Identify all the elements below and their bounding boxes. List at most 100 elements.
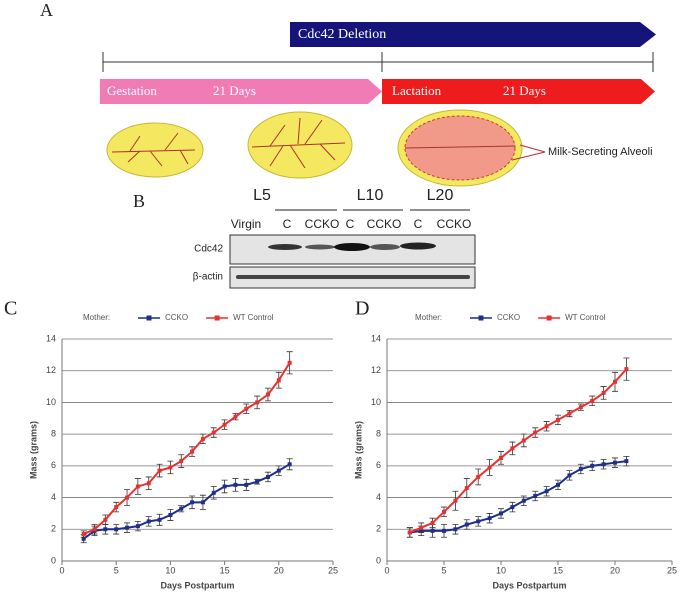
point [211, 430, 216, 435]
x-tick-label: 0 [59, 565, 64, 575]
point [487, 465, 492, 470]
point [407, 530, 412, 535]
point [499, 455, 503, 460]
point [578, 405, 583, 410]
alveoli-label: Milk-Secreting Alveoli [548, 146, 653, 158]
point [81, 532, 86, 537]
point [200, 500, 205, 505]
series-line [409, 368, 628, 534]
point [92, 527, 97, 532]
panel-a: A Cdc42 Deletion Gestation 21 Days Lacta… [40, 0, 656, 187]
y-tick-label: 8 [51, 429, 56, 439]
legend-title: Mother: [83, 313, 110, 322]
point [442, 528, 446, 533]
group-label: L10 [357, 187, 384, 204]
panel-label: C [4, 298, 17, 320]
x-tick-label: 10 [165, 565, 175, 575]
point [510, 505, 515, 510]
point [624, 367, 629, 372]
point [168, 513, 173, 518]
x-tick-label: 0 [384, 565, 389, 575]
point [521, 438, 526, 443]
lane-label: C [283, 217, 292, 231]
point [567, 473, 572, 478]
point [487, 516, 492, 521]
point [601, 390, 606, 395]
point [81, 536, 86, 541]
point [544, 424, 549, 429]
point [125, 525, 130, 530]
point [453, 527, 458, 532]
y-tick-label: 6 [51, 460, 56, 470]
series-line [409, 460, 627, 534]
point [287, 360, 292, 365]
point [276, 468, 281, 473]
point [556, 417, 560, 422]
panel-label: D [355, 298, 369, 320]
point [590, 463, 595, 468]
lane-label: Virgin [231, 217, 261, 231]
legend-label: CCKO [497, 313, 520, 322]
y-tick-label: 10 [371, 397, 381, 407]
point [146, 481, 151, 486]
point [419, 525, 424, 530]
y-tick-label: 2 [51, 524, 56, 534]
legend-marker [214, 315, 220, 321]
lane-label: C [346, 217, 355, 231]
point [464, 486, 469, 491]
point [114, 505, 119, 510]
x-tick-label: 5 [441, 565, 446, 575]
point [624, 459, 629, 464]
panel-label: B [133, 191, 145, 211]
point [157, 468, 162, 473]
point [125, 495, 130, 500]
point [146, 519, 151, 524]
gestation-days: 21 Days [213, 83, 256, 98]
point [464, 522, 469, 527]
legend-marker [546, 315, 552, 321]
point [430, 520, 435, 525]
point [233, 482, 238, 487]
y-tick-label: 8 [376, 429, 381, 439]
gestation-arrow [100, 79, 382, 104]
point [499, 511, 503, 516]
y-tick-label: 12 [371, 365, 381, 375]
point [521, 498, 526, 503]
y-tick-label: 4 [376, 492, 381, 502]
point [135, 524, 140, 529]
legend-label: CCKO [165, 313, 188, 322]
point [476, 474, 481, 479]
legend-label: WT Control [565, 313, 606, 322]
point [244, 406, 249, 411]
point [613, 460, 617, 465]
x-axis-title: Days Postpartum [492, 580, 566, 590]
group-label: L5 [253, 187, 271, 204]
row-label: β-actin [193, 272, 223, 283]
point [103, 517, 108, 522]
lactation-arrow [382, 79, 655, 104]
point [222, 422, 227, 427]
point [476, 519, 481, 524]
point [578, 467, 583, 472]
point [544, 489, 549, 494]
point [255, 479, 260, 484]
x-tick-label: 15 [553, 565, 563, 575]
legend-marker [478, 315, 484, 321]
point [590, 398, 595, 403]
panel-label: A [40, 0, 53, 20]
point [510, 446, 515, 451]
point [430, 528, 435, 533]
panel-b: B L5 L10 L20 Virgin C CCKO C CCKO C CCKO… [133, 187, 476, 289]
point [157, 517, 162, 522]
row-label: Cdc42 [194, 244, 223, 255]
point [601, 462, 606, 467]
point [135, 484, 140, 489]
x-axis-title: Days Postpartum [160, 580, 234, 590]
legend-marker [146, 315, 152, 321]
point [533, 493, 538, 498]
x-tick-label: 15 [220, 565, 230, 575]
lactation-days: 21 Days [503, 83, 546, 98]
point [211, 490, 216, 495]
x-tick-label: 25 [328, 565, 338, 575]
